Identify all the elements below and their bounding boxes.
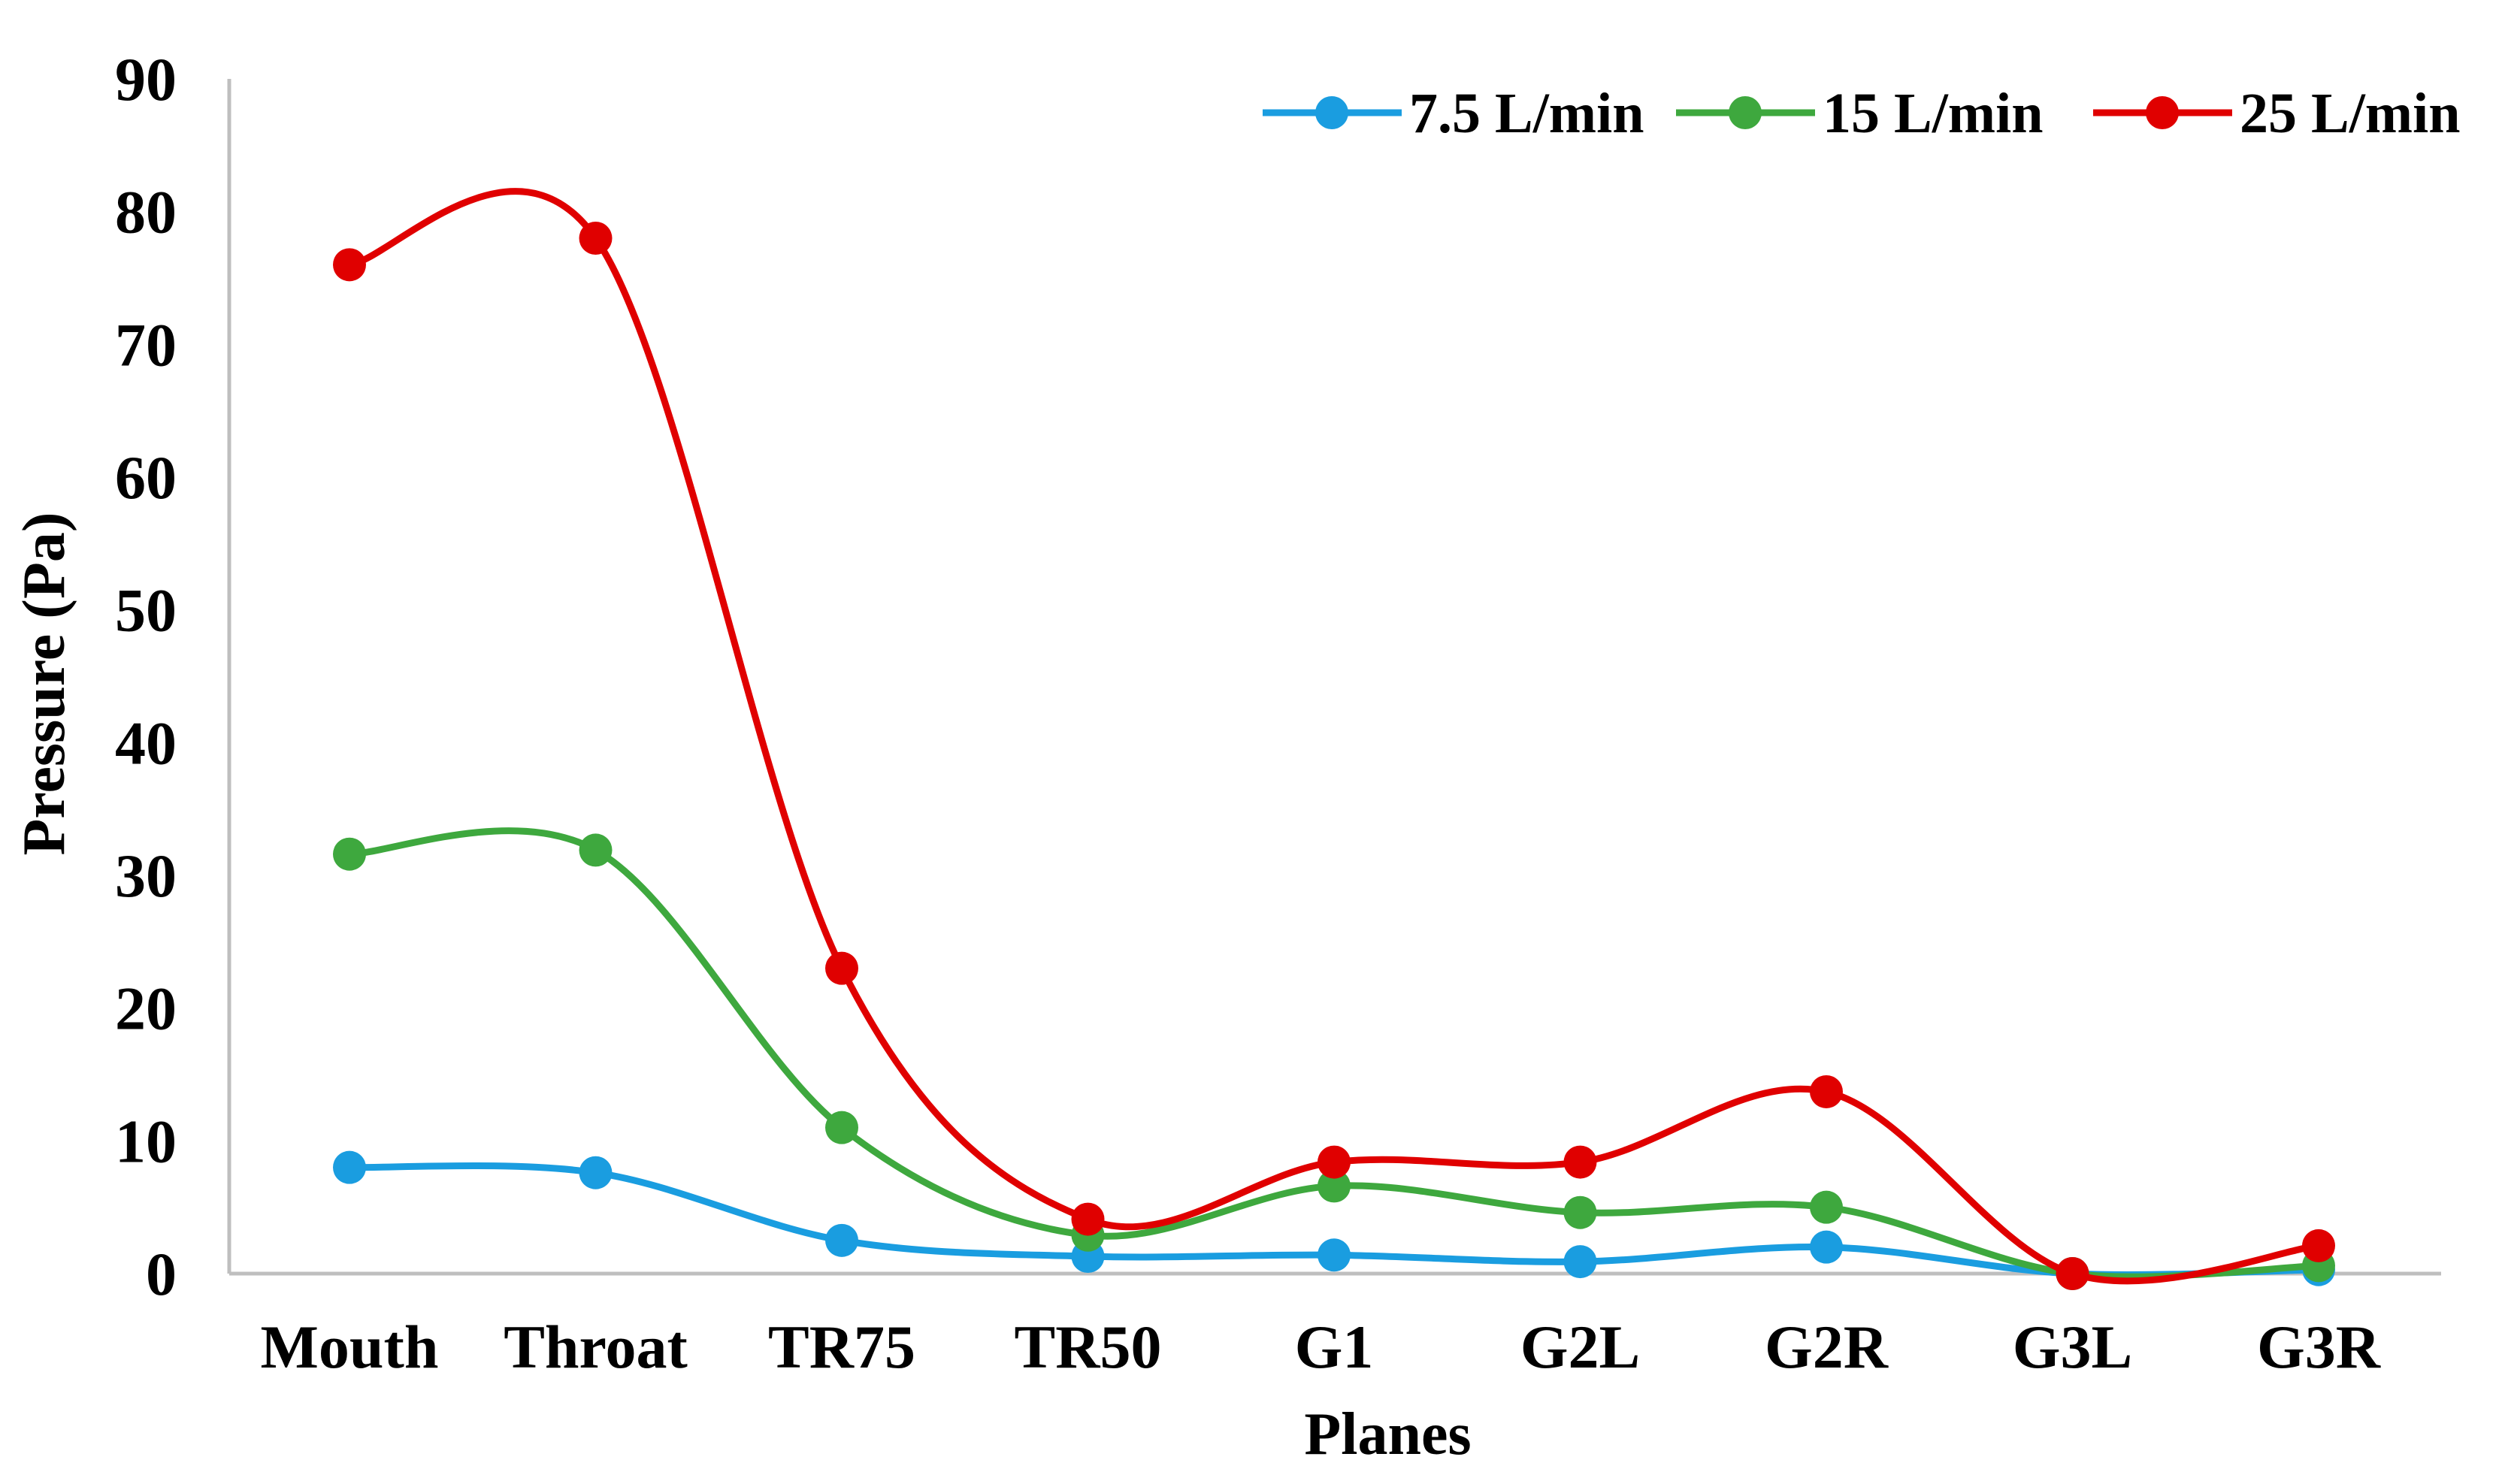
data-point: [1318, 1145, 1351, 1179]
x-tick-label: Mouth: [261, 1313, 439, 1381]
x-tick-label: G2L: [1520, 1313, 1640, 1381]
legend-label: 25 L/min: [2240, 82, 2461, 145]
data-point: [333, 1150, 366, 1184]
axes: [227, 79, 2441, 1276]
legend-label: 15 L/min: [1823, 82, 2044, 145]
y-axis-title: Pressure (Pa): [11, 512, 77, 856]
data-point: [1563, 1145, 1597, 1179]
data-point: [1318, 1169, 1351, 1203]
y-tick-label: 90: [115, 45, 177, 113]
data-point: [333, 837, 366, 871]
y-tick-labels: 0 10 20 30 40 50 60 70 80 90: [115, 45, 177, 1308]
y-tick-label: 40: [115, 709, 177, 777]
data-point: [825, 1111, 858, 1144]
legend-item: 7.5 L/min: [1263, 82, 1644, 145]
data-point: [1563, 1195, 1597, 1229]
x-tick-label: TR50: [1015, 1313, 1162, 1381]
legend-label: 7.5 L/min: [1409, 82, 1644, 145]
data-point: [1810, 1190, 1843, 1224]
x-tick-label: G1: [1295, 1313, 1374, 1381]
x-tick-label: G3R: [2257, 1313, 2381, 1381]
legend-marker: [1729, 96, 1762, 129]
legend-item: 15 L/min: [1676, 82, 2044, 145]
legend-marker: [2146, 96, 2179, 129]
series-2: [333, 188, 2335, 1290]
data-point: [1318, 1238, 1351, 1272]
y-tick-label: 0: [146, 1240, 177, 1308]
data-point: [333, 248, 366, 282]
series-layer: [333, 188, 2335, 1290]
data-point: [825, 951, 858, 985]
y-tick-label: 20: [115, 975, 177, 1043]
legend: 7.5 L/min 15 L/min 25 L/min: [1263, 82, 2461, 145]
series-line: [346, 827, 2322, 1280]
data-point: [2302, 1229, 2335, 1262]
data-point: [1810, 1074, 1843, 1108]
x-tick-label: Throat: [504, 1313, 688, 1381]
data-point: [2056, 1257, 2089, 1290]
legend-marker: [1315, 96, 1348, 129]
data-point: [1563, 1245, 1597, 1279]
y-tick-label: 50: [115, 576, 177, 645]
legend-item: 25 L/min: [2093, 82, 2461, 145]
y-tick-label: 80: [115, 178, 177, 246]
data-point: [825, 1223, 858, 1257]
x-tick-label: G3L: [2013, 1313, 2132, 1381]
series-line: [346, 188, 2322, 1285]
x-tick-label: TR75: [768, 1313, 915, 1381]
y-tick-label: 30: [115, 842, 177, 910]
y-tick-label: 70: [115, 310, 177, 379]
y-tick-label: 60: [115, 443, 177, 512]
data-point: [1810, 1230, 1843, 1264]
data-point: [579, 833, 613, 867]
series-1: [333, 827, 2335, 1290]
data-point: [579, 1156, 613, 1189]
data-point: [1071, 1202, 1105, 1236]
x-tick-label: G2R: [1765, 1313, 1889, 1381]
x-tick-labels: Mouth Throat TR75 TR50 G1 G2L G2R G3L G3R: [261, 1313, 2381, 1381]
data-point: [579, 222, 613, 255]
y-tick-label: 10: [115, 1107, 177, 1175]
x-axis-title: Planes: [1304, 1401, 1471, 1467]
